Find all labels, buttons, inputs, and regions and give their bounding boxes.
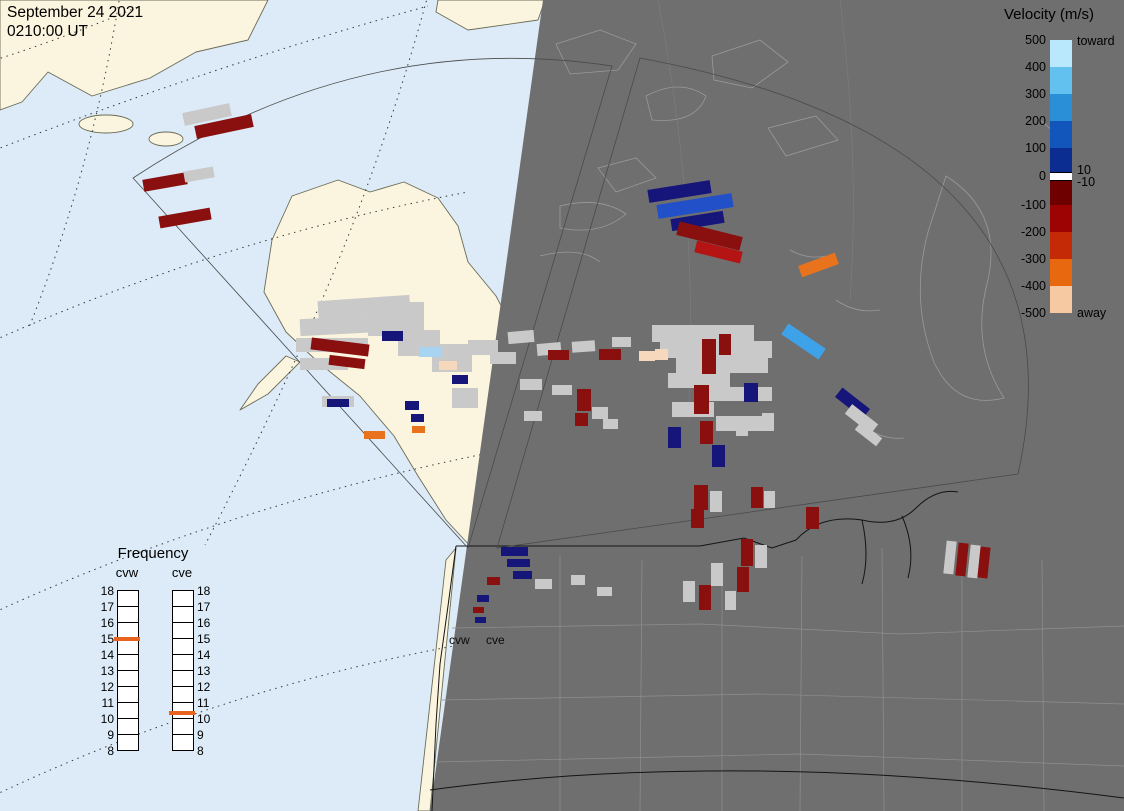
velocity-colorbar-segment xyxy=(1050,172,1072,181)
frequency-tick-label: 10 xyxy=(100,712,114,726)
frequency-legend: Frequency cvw cve 18 17 16 15 14 13 12 11 10 9 8 18… xyxy=(88,545,228,780)
frequency-tick-label: 10 xyxy=(197,712,211,726)
velocity-tick-label: 300 xyxy=(1025,87,1046,101)
frequency-tick-label: 8 xyxy=(197,744,204,758)
radar-fov-outlines xyxy=(132,57,1029,549)
frequency-tick-label: 14 xyxy=(197,648,211,662)
frequency-tick-label: 11 xyxy=(197,696,210,710)
timestamp: September 24 2021 0210:00 UT xyxy=(7,4,143,41)
frequency-ladder-cell xyxy=(117,686,139,703)
radar-fov-outline-cve xyxy=(496,57,1029,549)
frequency-marker-cve xyxy=(169,710,195,715)
frequency-ladder-cell xyxy=(172,686,194,703)
frequency-ladder-cell xyxy=(117,670,139,687)
frequency-ladder-cell xyxy=(117,702,139,719)
frequency-ladder-cell xyxy=(117,734,139,751)
velocity-tick-label: 0 xyxy=(1039,169,1046,183)
velocity-colorbar-segment xyxy=(1050,181,1072,205)
velocity-legend-title: Velocity (m/s) xyxy=(1004,6,1095,23)
velocity-colorbar-segment xyxy=(1050,121,1072,148)
frequency-tick-label: 17 xyxy=(197,600,211,614)
velocity-tick-label: 500 xyxy=(1025,33,1046,47)
frequency-ladder-cell xyxy=(172,606,194,623)
frequency-tick-label: 14 xyxy=(100,648,114,662)
frequency-ladders: 18 17 16 15 14 13 12 11 10 9 8 18 17 16 15 14 13 12 11 10 9 8 xyxy=(88,545,228,780)
frequency-legend-title: Frequency xyxy=(117,545,189,562)
velocity-tick-label: 400 xyxy=(1025,60,1046,74)
velocity-colorbar-segment xyxy=(1050,94,1072,121)
frequency-ladder-cell xyxy=(117,718,139,735)
frequency-tick-label: 9 xyxy=(107,728,114,742)
frequency-tick-label: 11 xyxy=(101,696,114,710)
frequency-tick-label: 12 xyxy=(197,680,211,694)
velocity-near-zero-label: -10 xyxy=(1077,175,1096,189)
away-label: away xyxy=(1077,306,1107,320)
velocity-colorbar-segment xyxy=(1050,67,1072,94)
frequency-tick-label: 15 xyxy=(197,632,211,646)
toward-label: toward xyxy=(1077,34,1115,48)
graticule-dotted xyxy=(0,0,526,794)
velocity-colorbar-segment xyxy=(1050,148,1072,172)
velocity-tick-label: -100 xyxy=(1020,198,1046,212)
velocity-colorbar-segment xyxy=(1050,259,1072,286)
frequency-tick-label: 15 xyxy=(100,632,114,646)
date-label: September 24 2021 xyxy=(7,4,144,21)
frequency-ladder-cell xyxy=(117,654,139,671)
velocity-tick-label: 200 xyxy=(1025,114,1046,128)
time-label: 0210:00 UT xyxy=(7,22,88,40)
radar-site-label-cve: cve xyxy=(486,633,505,647)
frequency-ladder-cell xyxy=(117,590,139,607)
country-borders xyxy=(429,490,1124,811)
frequency-tick-label: 9 xyxy=(197,728,204,742)
frequency-ladder-cell xyxy=(172,638,194,655)
frequency-tick-label: 12 xyxy=(100,680,114,694)
velocity-tick-label: -400 xyxy=(1020,279,1046,293)
velocity-tick-label: 100 xyxy=(1025,141,1046,155)
frequency-ladder-cell xyxy=(117,606,139,623)
frequency-ladder-cell xyxy=(172,670,194,687)
frequency-marker-cvw xyxy=(114,637,140,641)
velocity-colorbar xyxy=(1050,40,1072,313)
frequency-tick-label: 13 xyxy=(197,664,211,678)
velocity-legend: Velocity (m/s) 500 400 300 200 100 0 -100 -200 -… xyxy=(1000,6,1124,341)
frequency-ladder-cell xyxy=(172,718,194,735)
velocity-colorbar-segment xyxy=(1050,232,1072,259)
frequency-tick-label: 16 xyxy=(197,616,211,630)
state-borders xyxy=(435,547,1124,811)
frequency-ladder-cell xyxy=(172,622,194,639)
frequency-ladder-cell xyxy=(172,734,194,751)
velocity-colorbar-segment xyxy=(1050,205,1072,232)
frequency-ladder-cvw xyxy=(117,590,139,751)
velocity-tick-label: -300 xyxy=(1020,252,1046,266)
velocity-tick-label: -500 xyxy=(1020,306,1046,320)
day-land xyxy=(0,0,546,811)
radar-site-label-cvw: cvw xyxy=(449,633,470,647)
night-coastlines xyxy=(539,29,1072,439)
velocity-colorbar-segment xyxy=(1050,286,1072,313)
frequency-ladder-cve xyxy=(172,590,194,751)
frequency-tick-label: 18 xyxy=(197,584,211,598)
frequency-ladder-cell xyxy=(172,654,194,671)
velocity-tick-label: -200 xyxy=(1020,225,1046,239)
frequency-tick-label: 17 xyxy=(100,600,114,614)
frequency-column-label-cvw: cvw xyxy=(115,565,139,580)
velocity-near-zero-label: 10 xyxy=(1077,163,1091,177)
frequency-ladder-cell xyxy=(172,590,194,607)
frequency-column-label-cve: cve xyxy=(171,565,193,580)
velocity-colorbar-segment xyxy=(1050,40,1072,67)
radar-fov-outline-cvw xyxy=(132,57,613,549)
frequency-tick-label: 16 xyxy=(100,616,114,630)
frequency-tick-label: 13 xyxy=(100,664,114,678)
night-overlay xyxy=(430,0,1124,811)
frequency-tick-label: 8 xyxy=(107,744,114,758)
frequency-tick-label: 18 xyxy=(100,584,114,598)
